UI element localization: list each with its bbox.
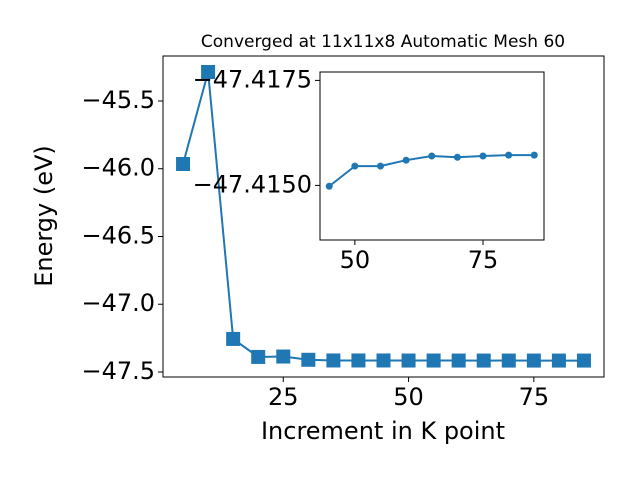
marker xyxy=(226,331,241,346)
marker xyxy=(351,353,366,368)
marker xyxy=(325,182,333,190)
y-tick-label: −46.0 xyxy=(81,154,155,182)
marker xyxy=(351,162,359,170)
chart-title: Converged at 11x11x8 Automatic Mesh 60 xyxy=(201,32,565,52)
y-axis-label: Energy (eV) xyxy=(30,145,58,287)
marker xyxy=(576,353,591,368)
marker xyxy=(505,151,513,159)
marker xyxy=(376,162,384,170)
marker xyxy=(201,64,216,79)
x-tick-label: 50 xyxy=(340,246,371,274)
marker xyxy=(276,349,291,364)
marker xyxy=(476,353,491,368)
marker xyxy=(301,352,316,367)
marker xyxy=(530,151,538,159)
marker xyxy=(501,353,516,368)
marker xyxy=(453,153,461,161)
y-tick-label: −47.0 xyxy=(81,289,155,317)
x-axis-label: Increment in K point xyxy=(261,417,505,445)
y-tick-label: −46.5 xyxy=(81,221,155,249)
marker xyxy=(326,353,341,368)
marker xyxy=(426,353,441,368)
marker xyxy=(526,353,541,368)
y-tick-label: −47.5 xyxy=(81,357,155,385)
x-tick-label: 75 xyxy=(519,383,550,411)
marker xyxy=(251,349,266,364)
marker xyxy=(451,353,466,368)
marker xyxy=(551,353,566,368)
x-tick-label: 50 xyxy=(393,383,424,411)
marker xyxy=(376,353,391,368)
y-tick-label: −47.4150 xyxy=(193,170,312,198)
y-tick-label: −45.5 xyxy=(81,86,155,114)
marker xyxy=(479,152,487,160)
x-tick-label: 25 xyxy=(268,383,299,411)
marker xyxy=(402,156,410,164)
marker xyxy=(176,156,191,171)
marker xyxy=(428,152,436,160)
x-tick-label: 75 xyxy=(468,246,499,274)
y-tick-label: −47.4175 xyxy=(193,65,312,93)
marker xyxy=(401,353,416,368)
